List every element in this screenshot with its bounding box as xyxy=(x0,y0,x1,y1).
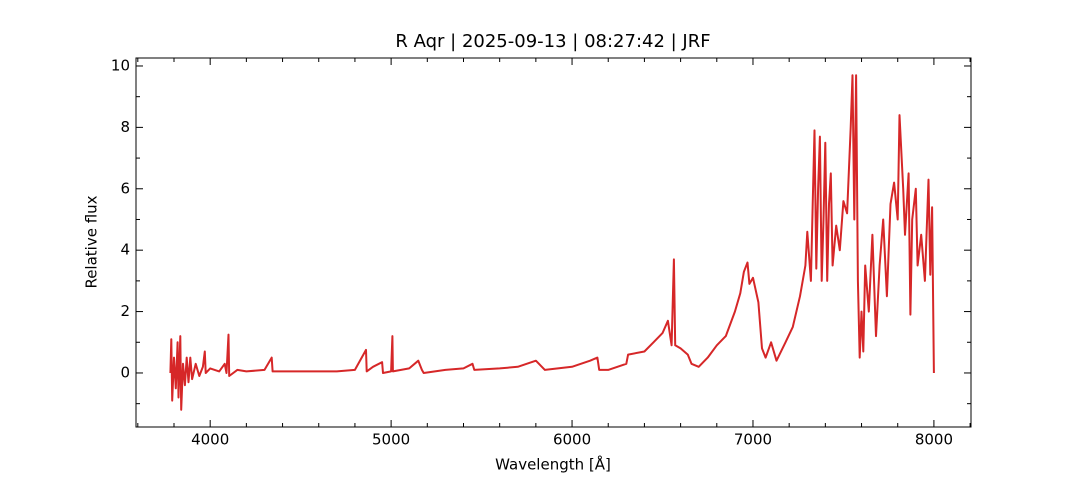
spectrum-line xyxy=(169,74,935,411)
plot-frame xyxy=(135,57,972,428)
x-tick-label: 4000 xyxy=(191,431,229,449)
x-tick-label: 5000 xyxy=(372,431,410,449)
x-tick-label: 7000 xyxy=(734,431,772,449)
chart-title: R Aqr | 2025-09-13 | 08:27:42 | JRF xyxy=(395,31,710,52)
y-tick-label: 8 xyxy=(120,118,130,136)
y-tick-label: 4 xyxy=(120,241,130,259)
y-tick-label: 0 xyxy=(120,363,130,381)
y-tick-label: 2 xyxy=(120,302,130,320)
x-axis-label: Wavelength [Å] xyxy=(495,455,611,474)
y-tick-label: 10 xyxy=(111,56,130,74)
y-axis-label: Relative flux xyxy=(83,195,101,288)
y-tick-label: 6 xyxy=(120,179,130,197)
x-tick-label: 6000 xyxy=(553,431,591,449)
x-tick-label: 8000 xyxy=(915,431,953,449)
